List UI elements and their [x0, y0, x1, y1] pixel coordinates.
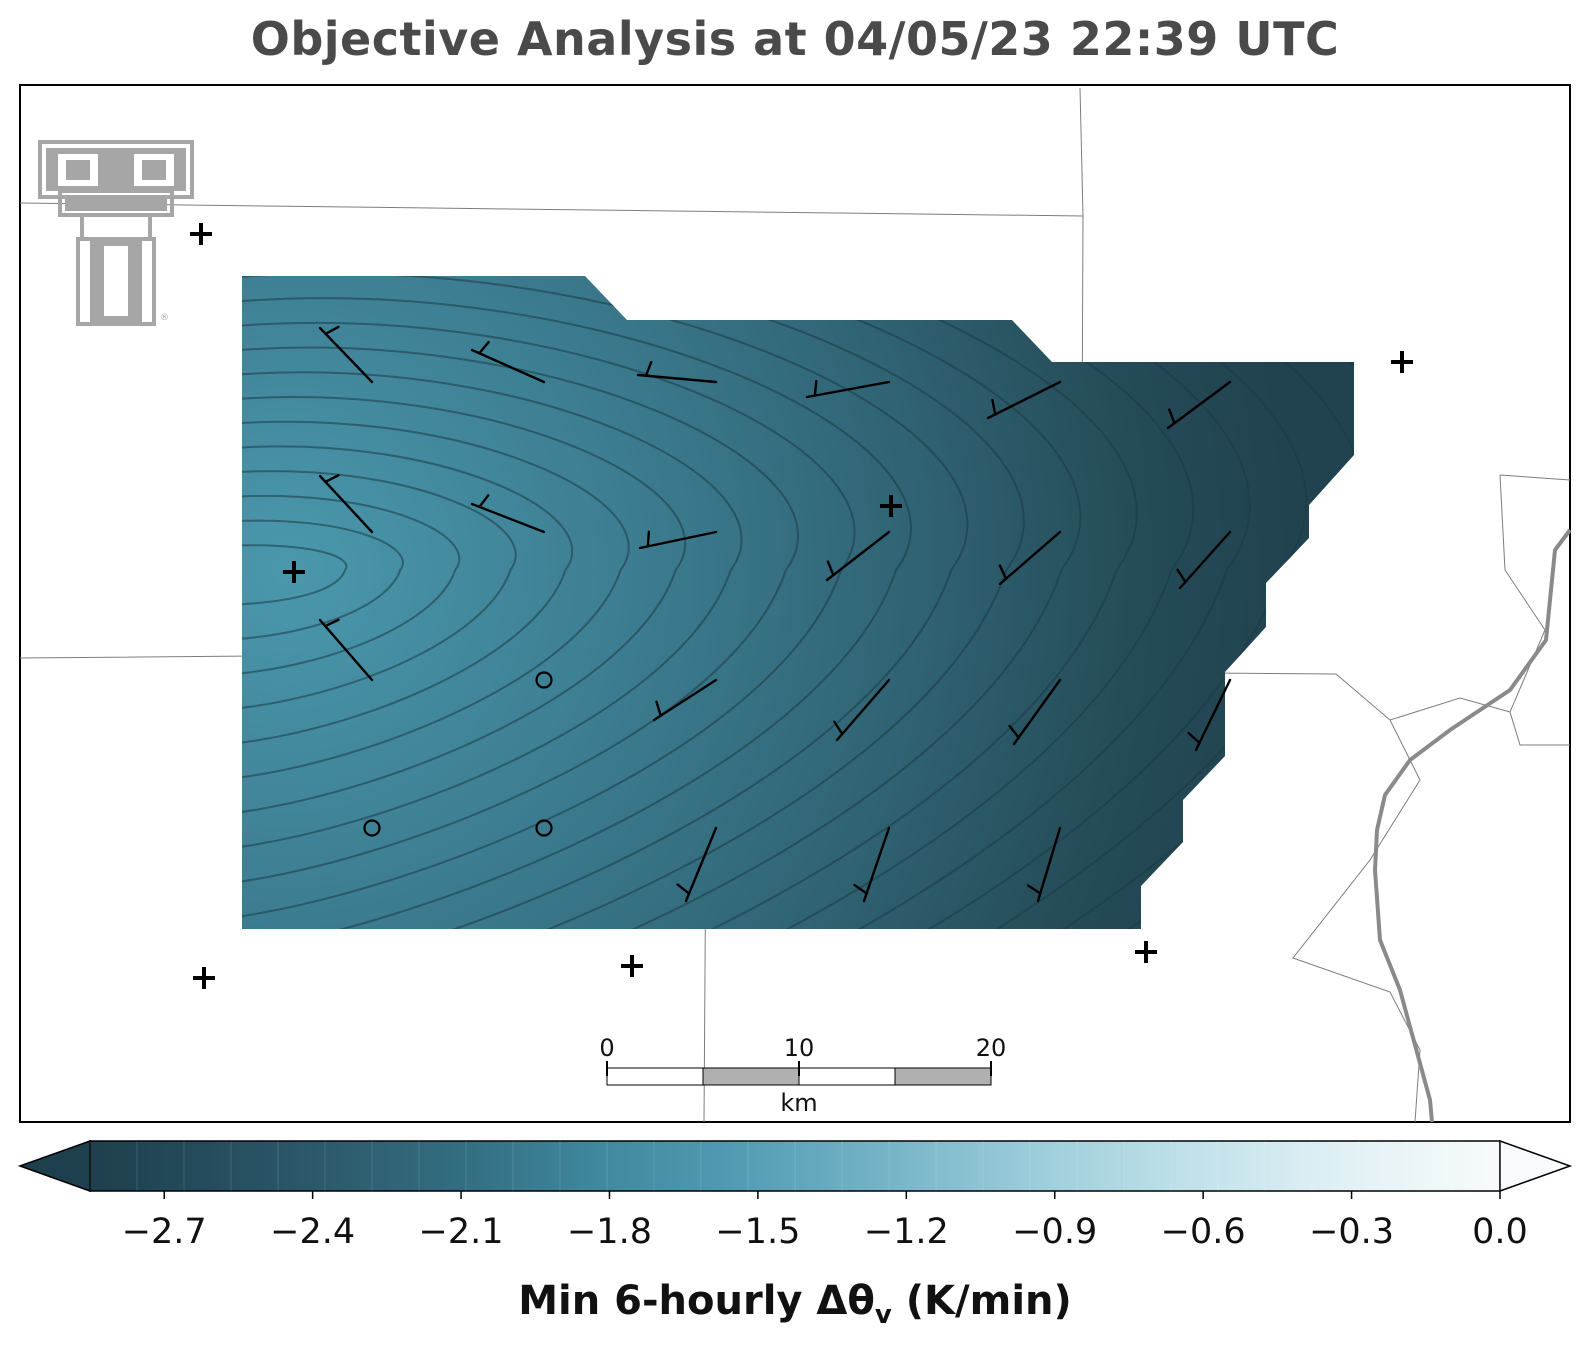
wind-barb	[638, 530, 718, 550]
wind-barb	[652, 678, 718, 722]
wind-barb	[1026, 826, 1062, 903]
colorbar-tick-label: −0.3	[1309, 1212, 1394, 1252]
station-plus-marker	[880, 495, 902, 517]
wind-barb	[1008, 678, 1062, 746]
wind-barb	[676, 826, 718, 903]
contour-line	[242, 276, 1195, 929]
contour-line	[242, 544, 348, 606]
contour-line	[242, 371, 743, 850]
colorbar-tick-label: −0.9	[1012, 1212, 1097, 1252]
colorbar-tick-label: 0.0	[1472, 1212, 1528, 1252]
map-title: Objective Analysis at 04/05/23 22:39 UTC	[250, 12, 1340, 66]
wind-barb	[1166, 380, 1232, 430]
colorbar-tick-label: −1.8	[567, 1212, 652, 1252]
contour-line	[242, 396, 687, 815]
colorbar-body	[89, 1140, 1501, 1192]
scale-label-10: 10	[784, 1034, 815, 1062]
station-calm-circle	[535, 671, 553, 689]
station-plus-marker	[283, 561, 305, 583]
wind-barb	[636, 360, 718, 384]
colorbar-tick-label: −2.7	[122, 1212, 207, 1252]
scale-label-0: 0	[599, 1034, 614, 1062]
colorbar-label: Min 6-hourly Δθv (K/min)	[0, 1278, 1590, 1330]
contour-line	[242, 519, 404, 641]
contour-line	[242, 297, 912, 929]
wind-barb	[1176, 530, 1232, 590]
station-plus-marker	[1135, 941, 1157, 963]
wind-barb	[470, 340, 546, 384]
analysis-field	[242, 276, 1354, 929]
colorbar-extend-high	[1499, 1139, 1573, 1193]
station-plus-marker	[193, 967, 215, 989]
station-plus-marker	[190, 223, 212, 245]
station-calm-circle	[363, 819, 381, 837]
wind-barb	[825, 530, 891, 582]
colorbar-label-sub: v	[874, 1300, 892, 1330]
station-calm-circle	[535, 819, 553, 837]
wind-barb	[1187, 678, 1232, 752]
contour-line	[242, 276, 1082, 929]
contour-line	[242, 276, 1138, 929]
colorbar-tick-label: −1.2	[864, 1212, 949, 1252]
colorbar-tick-label: −0.6	[1161, 1212, 1246, 1252]
colorbar: −2.7 −2.4 −2.1 −1.8 −1.5 −1.2 −0.9 −0.6 −0.3 0.0	[17, 1139, 1573, 1252]
contour-line	[242, 276, 1251, 929]
contour-line	[242, 470, 517, 711]
scale-label-20: 20	[976, 1034, 1007, 1062]
colorbar-extend-low	[17, 1139, 91, 1193]
svg-text:®: ®	[160, 313, 169, 323]
colorbar-tick-label: −2.1	[419, 1212, 504, 1252]
texas-tech-logo: ®	[38, 140, 194, 326]
contour-line	[242, 445, 574, 745]
station-plus-marker	[1391, 351, 1413, 373]
wind-barb	[998, 530, 1062, 586]
field-fill	[242, 276, 1354, 929]
wind-barb	[318, 325, 374, 384]
colorbar-label-main: Min 6-hourly Δθ	[518, 1278, 875, 1324]
colorbar-tick-label: −1.5	[715, 1212, 800, 1252]
scale-bar: 0 10 20 km	[599, 1034, 1006, 1117]
wind-barb	[318, 474, 374, 534]
colorbar-label-unit: (K/min)	[891, 1278, 1072, 1324]
contour-line	[242, 276, 969, 929]
station-plus-marker	[621, 955, 643, 977]
wind-barb	[853, 826, 891, 903]
wind-barb	[833, 678, 891, 742]
colorbar-tick-label: −2.4	[270, 1212, 355, 1252]
state-border	[1372, 528, 1572, 1123]
wind-barb	[318, 618, 374, 682]
contour-line	[242, 494, 461, 676]
scale-unit: km	[780, 1089, 817, 1117]
wind-barb	[986, 380, 1062, 420]
wind-barb	[470, 494, 546, 534]
station-markers	[190, 223, 1413, 989]
wind-barbs	[318, 325, 1232, 903]
wind-barb	[805, 379, 891, 399]
contour-line	[242, 420, 630, 780]
